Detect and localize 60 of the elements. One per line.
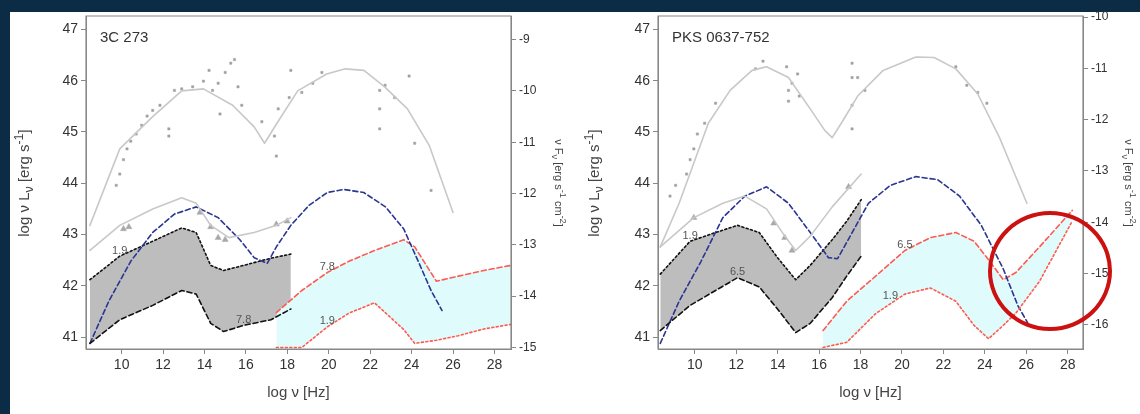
x-tick-label: 24 (403, 356, 420, 373)
y2-tick-label: -11 (519, 134, 536, 149)
y-tick-label: 41 (634, 328, 651, 345)
y2-tick-label: -15 (1091, 265, 1109, 280)
y2-tick-label: -10 (519, 83, 537, 98)
y-tick-label: 43 (634, 225, 651, 242)
y-tick-label: 43 (62, 225, 79, 242)
y2-tick-label: -16 (1091, 317, 1109, 332)
y-tick-label: 41 (62, 328, 79, 345)
y-tick-label: 47 (634, 20, 651, 37)
y-tick-label: 47 (62, 20, 79, 37)
x-tick-label: 24 (977, 356, 993, 373)
y-tick-label: 45 (634, 122, 651, 139)
y-tick-label: 42 (634, 276, 651, 293)
x-axis-title: log ν [Hz] (267, 383, 330, 400)
annotation: 1.9 (112, 243, 128, 256)
y2-tick-label: -9 (519, 31, 530, 46)
x-tick-label: 16 (811, 356, 828, 373)
y2-tick-label: -10 (1091, 9, 1109, 24)
x-tick-label: 28 (486, 356, 503, 373)
annotation: 6.5 (897, 238, 913, 251)
x-axis-title: log ν [Hz] (839, 383, 902, 400)
y2-tick-label: -11 (1091, 60, 1108, 75)
annotation: 1.9 (882, 288, 899, 301)
x-tick-label: 20 (894, 356, 910, 373)
x-tick-label: 16 (238, 356, 254, 373)
annotation: 7.8 (235, 312, 252, 325)
x-tick-label: 26 (445, 356, 461, 373)
x-tick-label: 18 (279, 356, 296, 373)
annotation: 6.5 (729, 265, 746, 278)
y2-tick-label: -14 (519, 288, 537, 303)
x-tick-label: 20 (320, 356, 337, 373)
x-tick-label: 22 (935, 356, 952, 373)
x-tick-label: 18 (852, 356, 869, 373)
text: 3C 273 (100, 27, 149, 45)
y-tick-label: 42 (62, 276, 79, 293)
y-tick-label: 46 (62, 71, 79, 88)
y2-tick-label: -13 (1091, 163, 1109, 178)
y-tick-label: 45 (62, 122, 79, 139)
x-tick-label: 10 (687, 356, 703, 373)
y2-tick-label: -12 (1091, 111, 1109, 126)
y2-tick-label: -12 (519, 185, 537, 200)
x-tick-label: 12 (155, 356, 172, 373)
y2-tick-label: -15 (519, 339, 537, 354)
x-tick-label: 14 (196, 356, 213, 373)
x-tick-label: 22 (362, 356, 379, 373)
x-tick-label: 12 (728, 356, 745, 373)
y-tick-label: 44 (634, 174, 651, 191)
text: PKS 0637-752 (672, 27, 770, 45)
annotation: 7.8 (319, 260, 335, 273)
y-tick-label: 44 (62, 174, 79, 191)
annotation: 1.9 (682, 228, 698, 241)
y2-tick-label: -14 (1091, 214, 1109, 229)
x-tick-label: 14 (769, 356, 786, 373)
x-tick-label: 10 (113, 356, 130, 373)
annotation: 1.9 (319, 314, 335, 327)
x-tick-label: 26 (1018, 356, 1035, 373)
x-tick-label: 28 (1059, 356, 1076, 373)
y2-tick-label: -13 (519, 237, 537, 252)
y-tick-label: 46 (634, 71, 651, 88)
